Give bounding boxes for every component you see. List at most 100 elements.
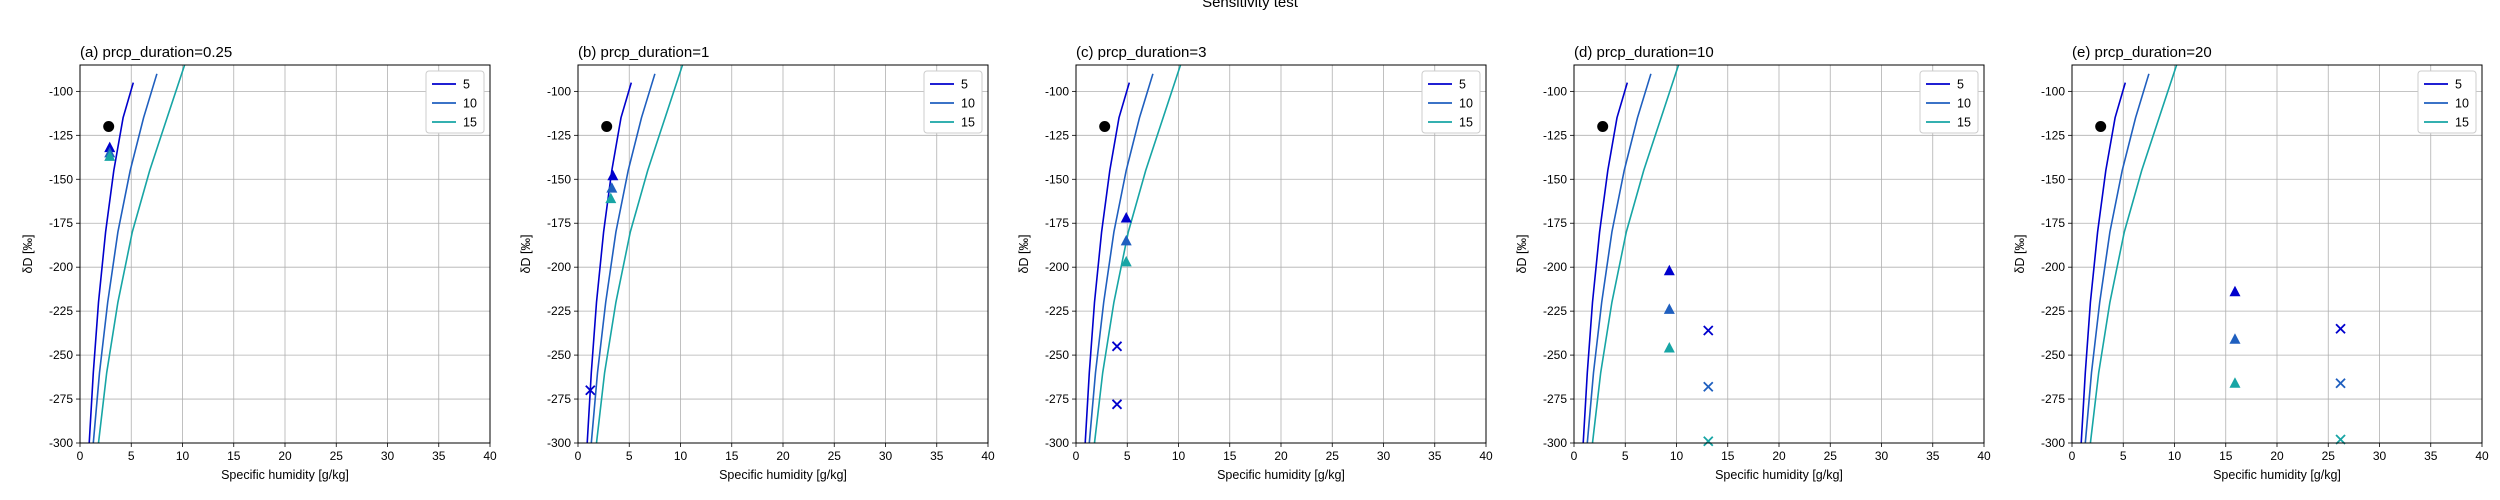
axes-frame	[1075, 64, 1487, 444]
y-axis-label: δD [‰]	[1515, 235, 1529, 274]
y-tick-label: -125	[49, 128, 73, 142]
y-tick-label: -275	[2041, 392, 2065, 406]
y-tick-label: -125	[1045, 128, 1069, 142]
x-tick-label: 15	[1223, 449, 1237, 463]
series-line-10	[590, 73, 656, 443]
legend-box	[1421, 70, 1481, 134]
y-tick-label: -150	[2041, 172, 2065, 186]
y-tick-label: -200	[547, 260, 571, 274]
panel-title: (a) prcp_duration=0.25	[80, 44, 232, 61]
point-marker-cross	[2335, 378, 2346, 389]
legend: 5 10 15	[1919, 70, 1979, 134]
x-tick-label: 10	[1172, 449, 1186, 463]
legend-label-5: 5	[961, 78, 968, 92]
y-tick-label: -275	[1045, 392, 1069, 406]
legend-label-10: 10	[463, 97, 477, 111]
y-tick-label: -275	[49, 392, 73, 406]
legend-label-15: 15	[961, 116, 975, 130]
y-tick-label: -250	[547, 348, 571, 362]
y-tick-label: -175	[49, 216, 73, 230]
point-marker-cross	[585, 385, 596, 396]
x-axis-label: Specific humidity [g/kg]	[1715, 468, 1843, 482]
x-tick-label: 40	[1977, 449, 1991, 463]
x-tick-label: 0	[77, 449, 84, 463]
legend-label-15: 15	[1459, 116, 1473, 130]
x-axis-label: Specific humidity [g/kg]	[221, 468, 349, 482]
point-marker-triangle	[2229, 333, 2241, 344]
x-tick-label: 20	[776, 449, 790, 463]
series-line-10	[92, 73, 158, 443]
point-marker-triangle	[1120, 255, 1132, 267]
legend-label-5: 5	[2455, 78, 2462, 92]
y-tick-label: -250	[49, 348, 73, 362]
plot-area	[586, 65, 684, 443]
series-line-15	[1591, 65, 1680, 443]
y-tick-label: -100	[2041, 84, 2065, 98]
series-line-10	[1586, 73, 1652, 443]
y-tick-label: -225	[1045, 304, 1069, 318]
y-axis-label: δD [‰]	[1017, 235, 1031, 274]
legend-box	[2417, 70, 2477, 134]
x-tick-label: 30	[2373, 449, 2387, 463]
plot-area	[2080, 65, 2178, 443]
x-tick-label: 10	[674, 449, 688, 463]
point-marker-cross	[1703, 325, 1714, 336]
point-marker-circle	[601, 121, 613, 133]
point-marker-cross	[2335, 434, 2346, 445]
legend-label-10: 10	[961, 97, 975, 111]
point-marker-cross	[2335, 323, 2346, 334]
x-tick-label: 5	[1124, 449, 1131, 463]
axes-frame	[79, 64, 491, 444]
y-tick-label: -275	[547, 392, 571, 406]
x-tick-label: 5	[2120, 449, 2127, 463]
chart-panel-c: 0 5 10 15 20 25 30 35 40 -100 -125 -150 -175 -200 -225…	[1017, 44, 1493, 482]
y-tick-label: -125	[547, 128, 571, 142]
chart-panel-e: 0 5 10 15 20 25 30 35 40 -100 -125 -150 -175 -200 -225…	[2013, 44, 2489, 482]
axes-frame	[1573, 64, 1985, 444]
point-marker-triangle	[104, 141, 116, 153]
point-marker-triangle	[1120, 234, 1132, 246]
y-tick-label: -225	[1543, 304, 1567, 318]
x-tick-label: 0	[575, 449, 582, 463]
series-line-5	[586, 82, 633, 443]
plot-area	[1582, 65, 1680, 443]
x-tick-label: 30	[1377, 449, 1391, 463]
y-tick-label: -300	[547, 436, 571, 450]
x-axis-label: Specific humidity [g/kg]	[1217, 468, 1345, 482]
y-tick-label: -175	[2041, 216, 2065, 230]
legend-label-5: 5	[463, 78, 470, 92]
point-marker-triangle	[1663, 303, 1675, 314]
point-marker-triangle	[1663, 264, 1675, 276]
y-tick-label: -150	[49, 172, 73, 186]
y-tick-label: -175	[547, 216, 571, 230]
point-marker-triangle	[1120, 211, 1132, 223]
panel-title: (b) prcp_duration=1	[578, 44, 709, 61]
point-marker-triangle	[104, 150, 116, 161]
series-line-5	[2080, 82, 2127, 443]
x-tick-label: 25	[1824, 449, 1838, 463]
point-marker-cross	[1703, 381, 1714, 392]
series-line-15	[2089, 65, 2178, 443]
x-tick-label: 15	[227, 449, 241, 463]
x-tick-label: 40	[483, 449, 497, 463]
x-tick-label: 25	[2322, 449, 2336, 463]
point-marker-cross	[1111, 341, 1123, 352]
series-line-10	[2084, 73, 2150, 443]
x-axis-label: Specific humidity [g/kg]	[719, 468, 847, 482]
y-tick-label: -100	[1543, 84, 1567, 98]
x-tick-label: 10	[1670, 449, 1684, 463]
x-tick-label: 20	[1274, 449, 1288, 463]
y-tick-label: -125	[2041, 128, 2065, 142]
series-line-5	[88, 82, 135, 443]
x-tick-label: 35	[2424, 449, 2438, 463]
x-tick-label: 25	[1326, 449, 1340, 463]
plot-area	[88, 65, 186, 443]
legend-box	[425, 70, 485, 134]
y-axis-label: δD [‰]	[519, 235, 533, 274]
x-tick-label: 35	[432, 449, 446, 463]
y-tick-label: -275	[1543, 392, 1567, 406]
x-tick-label: 20	[278, 449, 292, 463]
x-tick-label: 30	[381, 449, 395, 463]
series-line-15	[595, 65, 684, 443]
